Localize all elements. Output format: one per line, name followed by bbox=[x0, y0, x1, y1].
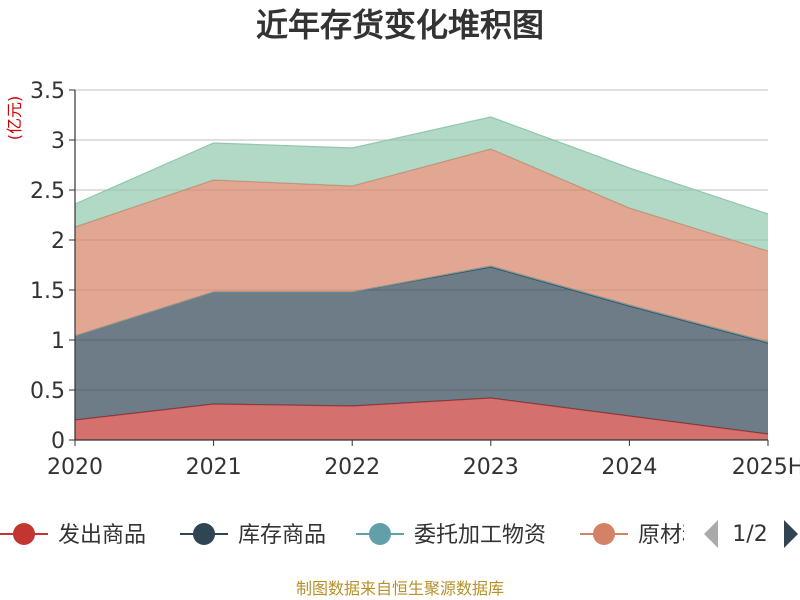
legend-marker-icon bbox=[13, 523, 35, 545]
legend-label: 发出商品 bbox=[58, 523, 146, 548]
stacked-areas bbox=[74, 116, 769, 440]
y-axis-ticks: 0 0.5 1 1.5 2 2.5 3 3.5 bbox=[30, 79, 75, 454]
y-tick-label: 0 bbox=[51, 429, 65, 454]
area-series-0 bbox=[75, 398, 768, 440]
y-tick-label: 2.5 bbox=[30, 179, 65, 204]
legend-marker-icon bbox=[369, 523, 391, 545]
legend-item[interactable]: 库存商品 bbox=[180, 523, 326, 548]
area-series-1 bbox=[75, 267, 768, 434]
y-tick-label: 3.5 bbox=[30, 79, 65, 104]
area-series-line-4 bbox=[74, 116, 769, 215]
legend-marker-icon bbox=[593, 523, 615, 545]
y-tick-label: 0.5 bbox=[30, 379, 65, 404]
legend-prev-icon[interactable] bbox=[704, 520, 718, 548]
legend-item[interactable]: 原材料 bbox=[580, 523, 704, 548]
area-series-3 bbox=[75, 149, 768, 342]
legend-label: 原材料 bbox=[638, 523, 704, 548]
legend-pager: 1/2 bbox=[704, 520, 798, 548]
area-series-4 bbox=[75, 117, 768, 251]
x-tick-label: 2020 bbox=[47, 455, 103, 480]
x-tick-label: 2022 bbox=[324, 455, 380, 480]
legend-item[interactable]: 委托加工物资 bbox=[356, 523, 546, 548]
x-tick-label: 2021 bbox=[186, 455, 242, 480]
y-tick-label: 1 bbox=[51, 329, 65, 354]
y-axis-unit-label: (亿元) bbox=[5, 96, 24, 141]
legend-marker-icon bbox=[193, 523, 215, 545]
legend-label: 委托加工物资 bbox=[414, 523, 546, 548]
legend-page-indicator: 1/2 bbox=[732, 522, 767, 547]
y-tick-label: 3 bbox=[51, 129, 65, 154]
legend-item[interactable]: 发出商品 bbox=[0, 523, 146, 548]
legend-label: 库存商品 bbox=[238, 523, 326, 548]
source-note: 制图数据来自恒生聚源数据库 bbox=[296, 579, 504, 598]
legend: 发出商品 库存商品 委托加工物资 原材料 bbox=[0, 523, 704, 548]
axes bbox=[74, 90, 768, 441]
x-tick-label: 2024 bbox=[601, 455, 657, 480]
x-axis-ticks: 2020 2021 2022 2023 2024 2025H bbox=[47, 440, 800, 480]
x-tick-label: 2023 bbox=[463, 455, 519, 480]
y-tick-label: 2 bbox=[51, 229, 65, 254]
legend-next-icon[interactable] bbox=[784, 520, 798, 548]
chart-title: 近年存货变化堆积图 bbox=[256, 6, 544, 44]
x-tick-label: 2025H bbox=[732, 455, 800, 480]
y-tick-label: 1.5 bbox=[30, 279, 65, 304]
